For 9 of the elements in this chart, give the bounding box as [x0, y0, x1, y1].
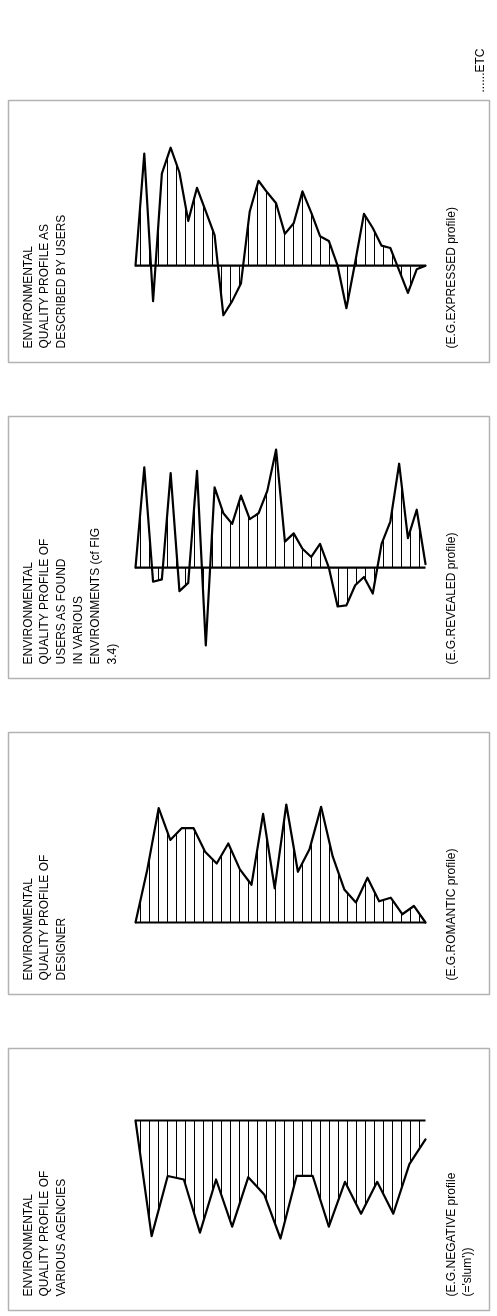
text: (E.G.NEGATIVE profile (='slum')): [443, 1172, 475, 1297]
text: ENVIRONMENTAL QUALITY PROFILE OF USERS AS FOUND IN VARIOUS ENVIRONMENTS (cf FIG 3.4): [20, 527, 119, 665]
text: ENVIRONMENTAL QUALITY PROFILE OF VARIOUS AGENCIES: [20, 1170, 69, 1297]
text: ENVIRONMENTAL QUALITY PROFILE OF DESIGNER: [20, 854, 69, 981]
text: (E.G.REVEALED profile): [443, 532, 458, 665]
text: (E.G.EXPRESSED profile): [443, 207, 458, 349]
text: ENVIRONMENTAL QUALITY PROFILE AS DESCRIBED BY USERS: [20, 214, 69, 349]
text: ......ETC: [472, 48, 487, 93]
text: (E.G.ROMANTIC profile): [443, 848, 458, 981]
